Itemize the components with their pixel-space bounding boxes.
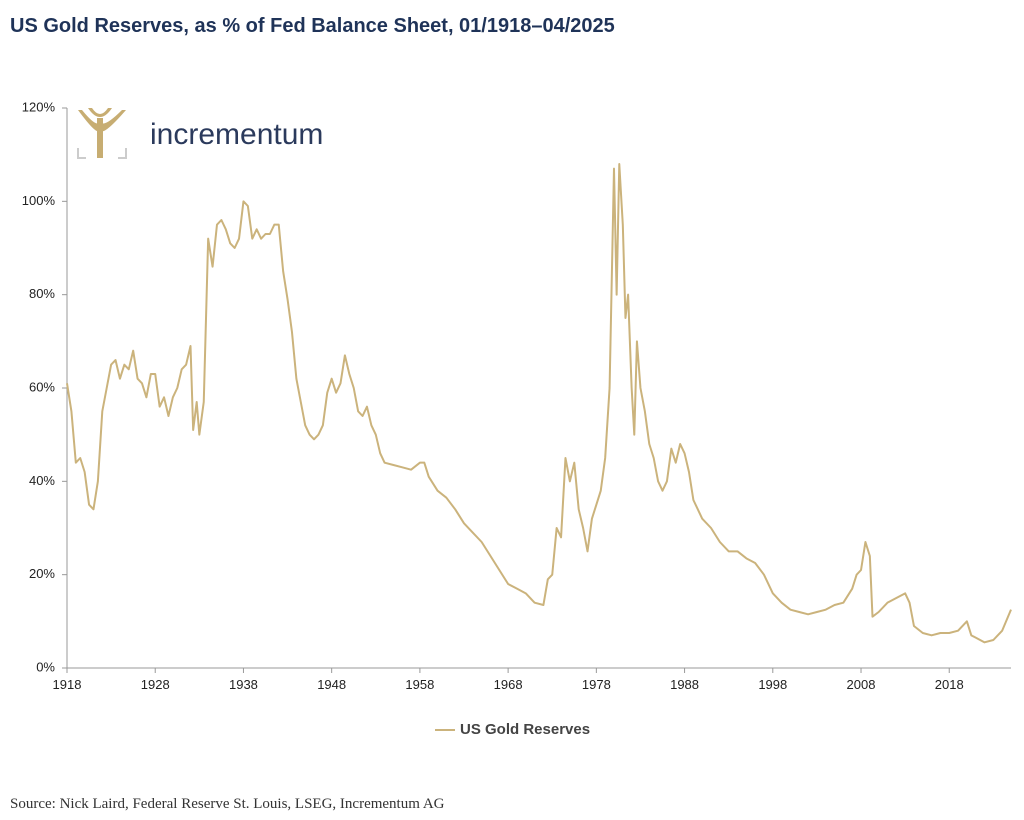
x-tick-label: 1968 xyxy=(494,677,523,692)
y-tick-label: 20% xyxy=(29,566,55,581)
source: Source: Nick Laird, Federal Reserve St. … xyxy=(10,796,445,812)
legend-label: US Gold Reserves xyxy=(460,721,590,738)
x-tick-label: 1958 xyxy=(405,677,434,692)
y-tick-label: 120% xyxy=(22,99,56,114)
data-line xyxy=(66,163,1012,644)
x-tick-label: 1978 xyxy=(582,677,611,692)
y-tick-label: 60% xyxy=(29,379,55,394)
x-tick-label: 1948 xyxy=(317,677,346,692)
y-tick-label: 0% xyxy=(36,659,55,674)
y-tick-label: 100% xyxy=(22,193,56,208)
x-tick-label: 1988 xyxy=(670,677,699,692)
x-tick-label: 1918 xyxy=(53,677,82,692)
x-tick-label: 1998 xyxy=(758,677,787,692)
x-tick-label: 2018 xyxy=(935,677,964,692)
logo-text: incrementum xyxy=(150,118,323,151)
chart-title: US Gold Reserves, as % of Fed Balance Sh… xyxy=(10,15,615,37)
y-tick-label: 80% xyxy=(29,286,55,301)
x-tick-label: 2008 xyxy=(847,677,876,692)
y-tick-label: 40% xyxy=(29,473,55,488)
x-tick-label: 1938 xyxy=(229,677,258,692)
x-tick-label: 1928 xyxy=(141,677,170,692)
logo-icon xyxy=(77,108,127,159)
